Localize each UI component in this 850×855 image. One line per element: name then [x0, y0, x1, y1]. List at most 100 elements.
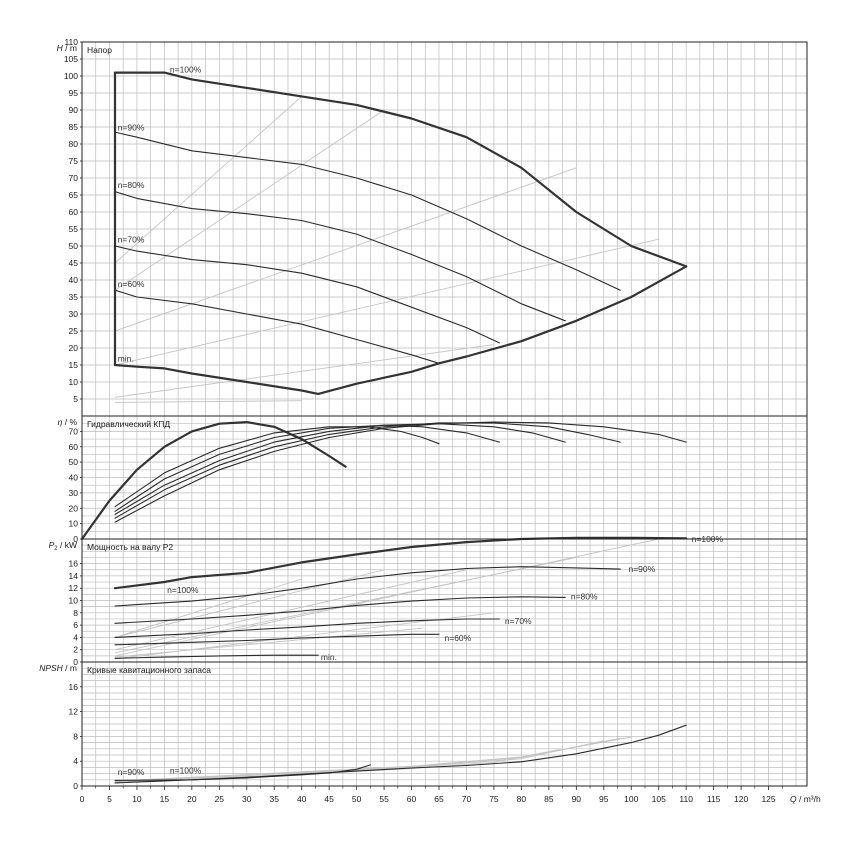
x-tick-label: 55 [379, 794, 389, 804]
y-axis-label: H / m [57, 43, 77, 53]
x-tick-label: 15 [160, 794, 170, 804]
y-tick-label: 16 [69, 682, 79, 692]
guide-line [114, 238, 659, 366]
y-tick-label: 50 [69, 457, 79, 467]
x-tick-label: 20 [187, 794, 197, 804]
series-label: n=70% [505, 616, 532, 626]
series-line-2-2 [114, 596, 566, 624]
y-tick-label: 8 [73, 608, 78, 618]
series-line-2-3 [114, 618, 500, 638]
x-tick-label: 45 [324, 794, 334, 804]
y-tick-label: 40 [69, 275, 79, 285]
x-tick-label: 110 [679, 794, 693, 804]
y-tick-label: 35 [69, 292, 79, 302]
series-line-0-3 [114, 245, 500, 344]
guide-line [114, 167, 577, 332]
y-tick-label: 12 [69, 583, 79, 593]
series-label: min. [118, 354, 134, 364]
series-line-0-7 [317, 265, 688, 395]
series-line-1-2 [114, 424, 500, 512]
y-tick-label: 4 [73, 632, 78, 642]
y-tick-label: 10 [69, 596, 79, 606]
panel-title: Напор [87, 45, 112, 55]
x-tick-label: 105 [652, 794, 666, 804]
y-axis-label: NPSH / m [39, 663, 77, 673]
guide-line [114, 740, 604, 783]
x-tick-label: 125 [761, 794, 775, 804]
series-line-1-5 [114, 421, 687, 523]
y-tick-label: 30 [69, 309, 79, 319]
x-tick-label: 10 [132, 794, 142, 804]
y-tick-label: 50 [69, 241, 79, 251]
series-line-1-0 [80, 421, 347, 541]
y-axis-label: P2 / kW [49, 540, 77, 552]
y-tick-label: 5 [73, 394, 78, 404]
y-tick-label: 70 [69, 426, 79, 436]
y-tick-label: 10 [69, 519, 79, 529]
x-tick-label: 30 [242, 794, 252, 804]
grid-layer [82, 42, 807, 786]
y-tick-label: 90 [69, 105, 79, 115]
y-tick-label: 10 [69, 377, 79, 387]
y-tick-label: 6 [73, 620, 78, 630]
panel-title: Гидравлический КПД [87, 419, 170, 429]
y-tick-label: 16 [69, 559, 79, 569]
series-label: n=60% [118, 279, 145, 289]
labels-layer: n=100% n=90% n=80% n=70% n=60% min. Напор 5 10 15… [39, 37, 821, 804]
x-tick-label: 25 [215, 794, 225, 804]
guide-lines-layer [114, 96, 659, 783]
x-axis-label: Q / m³/h [790, 794, 821, 804]
x-tick-label: 95 [599, 794, 609, 804]
x-tick-label: 0 [80, 794, 85, 804]
y-tick-label: 60 [69, 207, 79, 217]
y-tick-label: 40 [69, 473, 79, 483]
y-tick-label: 95 [69, 88, 79, 98]
series-line-0-0 [113, 71, 688, 268]
y-tick-label: 14 [69, 571, 79, 581]
series-label: n=80% [118, 180, 145, 190]
y-tick-label: 0 [73, 781, 78, 791]
guide-line [114, 569, 467, 651]
y-tick-label: 55 [69, 224, 79, 234]
y-tick-label: 100 [64, 71, 78, 81]
series-line-0-5 [113, 363, 320, 395]
guide-line [114, 538, 659, 657]
series-label: n=100% [170, 65, 202, 75]
x-tick-label: 90 [572, 794, 582, 804]
panel-title: Кривые кавитационного запаса [87, 665, 211, 675]
y-tick-label: 85 [69, 122, 79, 132]
series-line-2-4 [114, 633, 440, 646]
series-line-0-4 [114, 289, 440, 364]
x-tick-label: 115 [707, 794, 721, 804]
y-axis-label: η / % [58, 417, 78, 427]
x-tick-label: 70 [462, 794, 472, 804]
series-label: n=90% [118, 767, 145, 777]
y-tick-label: 80 [69, 139, 79, 149]
y-tick-label: 70 [69, 173, 79, 183]
guide-line [114, 344, 494, 398]
panel-frames-layer [80, 41, 808, 790]
x-tick-label: 60 [407, 794, 417, 804]
guide-line [114, 109, 385, 291]
y-tick-label: 0 [73, 534, 78, 544]
series-label: n=70% [118, 235, 145, 245]
x-tick-label: 75 [489, 794, 499, 804]
series-label: n=60% [445, 633, 472, 643]
guide-line [114, 627, 423, 658]
y-tick-label: 4 [73, 756, 78, 766]
series-line-3-1 [114, 724, 687, 784]
y-tick-label: 110 [64, 37, 78, 47]
series-line-0-1 [114, 131, 621, 291]
series-label: n=100% [170, 766, 202, 776]
series-label: n=80% [571, 591, 598, 601]
series-line-1-1 [114, 426, 440, 508]
y-tick-label: 65 [69, 190, 79, 200]
x-tick-label: 80 [517, 794, 527, 804]
series-label: n=90% [118, 122, 145, 132]
y-tick-label: 8 [73, 731, 78, 741]
y-tick-label: 20 [69, 343, 79, 353]
series-label: n=100% [692, 534, 724, 544]
guide-line [114, 96, 302, 264]
